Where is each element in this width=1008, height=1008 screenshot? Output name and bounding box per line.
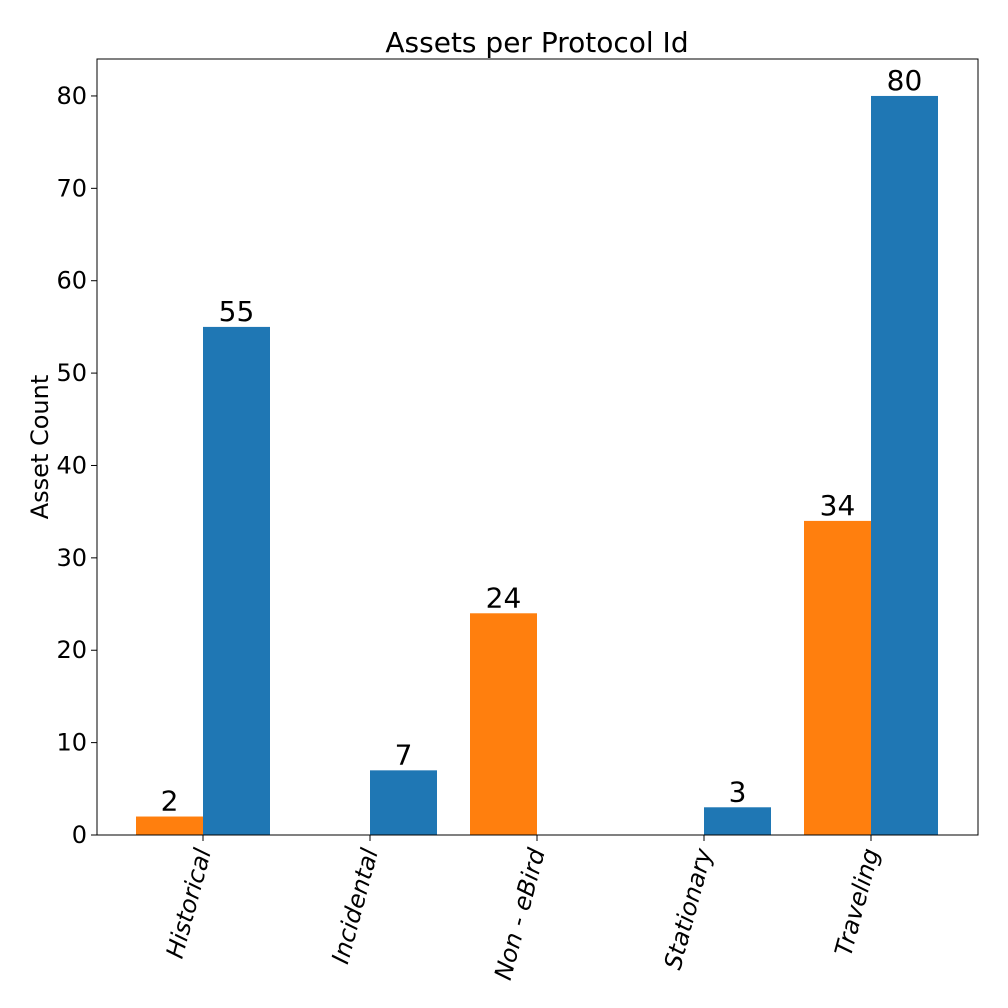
bar-series1-3 [704, 807, 771, 835]
y-axis-label: Asset Count [26, 375, 54, 520]
y-tick-label: 10 [56, 729, 87, 757]
bar-series1-4 [871, 95, 938, 835]
y-tick-label: 70 [56, 174, 87, 202]
y-tick-label: 60 [56, 267, 87, 295]
bar-value-label: 34 [820, 489, 856, 522]
y-tick-label: 20 [56, 636, 87, 664]
bar-value-label: 55 [219, 295, 255, 328]
y-tick-label: 40 [56, 451, 87, 479]
chart-title: Assets per Protocol Id [385, 26, 688, 59]
y-tick-label: 0 [72, 821, 87, 849]
bar-value-label: 24 [486, 581, 522, 614]
bar-series1-0 [203, 326, 270, 835]
y-tick-label: 30 [56, 544, 87, 572]
bar-value-label: 7 [395, 738, 413, 771]
bar-value-label: 3 [729, 775, 747, 808]
y-tick-label: 80 [56, 82, 87, 110]
bar-series0-2 [470, 613, 537, 835]
bar-series0-4 [804, 520, 871, 835]
y-tick-label: 50 [56, 359, 87, 387]
bar-series0-0 [136, 816, 203, 835]
bar-series1-1 [370, 770, 437, 835]
bar-value-label: 2 [161, 785, 179, 818]
bar-value-label: 80 [887, 64, 923, 97]
